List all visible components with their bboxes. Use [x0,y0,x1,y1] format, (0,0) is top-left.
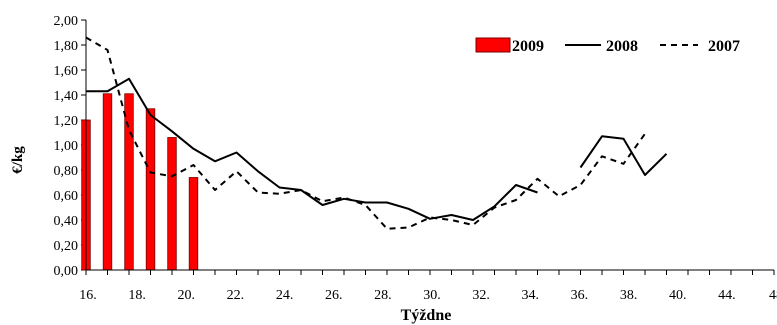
y-tick-label: 0,80 [54,164,79,179]
x-axis-ticks: 16. 18. 20. 22. 24. 26. 28. 30. 32. 34. 36. 38. 40. 4… [79,270,777,303]
bar-2009-week-21 [188,177,199,271]
y-tick-label: 1,00 [54,139,79,154]
x-tick-label: 16. [79,288,97,303]
x-tick-label: 40. [669,288,687,303]
y-axis-ticks: 0,00 0,20 0,40 0,60 0,80 1,00 1,20 1,40 1,60 1,80… [54,14,86,279]
bar-2009-week-19 [145,108,156,271]
axes [85,20,774,271]
x-tick-label: 18. [128,288,146,303]
x-tick-label: 44. [718,288,736,303]
y-tick-label: 2,00 [54,14,79,29]
y-tick-label: 0,20 [54,239,79,254]
y-tick-label: 0,40 [54,214,79,229]
legend-swatch-2009 [475,37,511,53]
x-tick-label: 24. [276,288,294,303]
x-tick-label: 36. [571,288,589,303]
y-tick-label: 1,60 [54,64,79,79]
line-series [85,36,668,230]
bar-2009-week-17 [102,93,113,271]
y-tick-label: 1,40 [54,89,79,104]
legend: 2009 2008 2007 [475,37,740,55]
bar-2009-week-20 [167,137,177,271]
x-tick-label: 32. [472,288,490,303]
x-tick-label: 30. [423,288,441,303]
legend-label-2008: 2008 [606,38,638,55]
x-axis-label: Týždne [401,307,452,324]
y-axis-label: €/kg [10,146,26,174]
x-tick-label: 26. [325,288,343,303]
legend-label-2009: 2009 [512,38,544,55]
x-tick-label: 28. [374,288,392,303]
x-tick-label: 34. [522,288,540,303]
x-tick-label: 20. [178,288,196,303]
y-tick-label: 1,20 [54,114,79,129]
legend-label-2007: 2007 [708,38,740,55]
y-tick-label: 0,00 [54,264,79,279]
line-series-2008-segment-1 [579,135,668,176]
line-series-2008-segment-0 [86,77,538,221]
bar-2009-week-18 [124,93,134,271]
bar-series-2009 [81,93,199,271]
x-tick-label: 22. [227,288,245,303]
y-tick-label: 1,80 [54,39,79,54]
x-tick-label: 48 [769,288,777,303]
y-tick-label: 0,60 [54,189,79,204]
x-tick-label: 38. [620,288,638,303]
